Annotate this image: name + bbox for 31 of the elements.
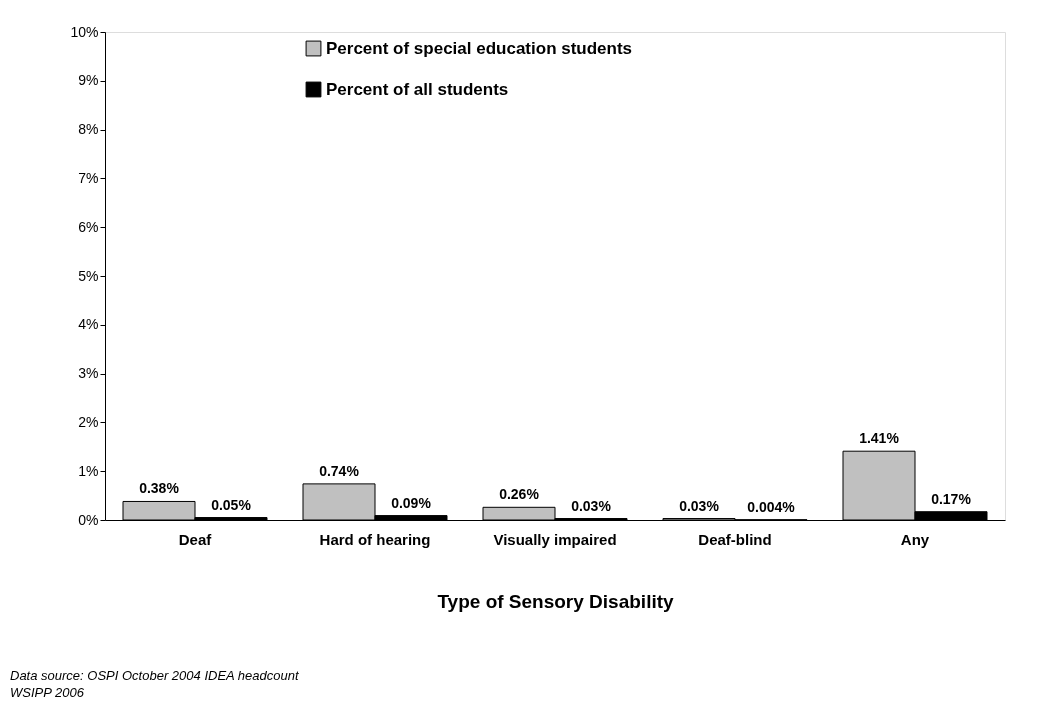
y-tick-label: 4% (78, 316, 99, 333)
x-tick-label: Hard of hearing (319, 530, 431, 548)
y-tick-label: 0% (78, 511, 99, 528)
y-tick-label: 2% (78, 413, 99, 430)
data-label: 0.38% (139, 480, 180, 497)
y-tick-label: 3% (78, 365, 99, 382)
data-label: 0.05% (211, 496, 252, 513)
data-label: 0.03% (571, 497, 612, 514)
x-tick-label: Any (900, 530, 930, 548)
data-label: 0.17% (931, 490, 972, 507)
y-tick-label: 1% (78, 462, 99, 479)
x-tick-label: Deaf-blind (698, 530, 772, 548)
data-label: 0.03% (679, 497, 720, 514)
y-tick-label: 6% (78, 218, 99, 235)
y-tick-label: 8% (78, 121, 99, 138)
y-tick-label: 9% (78, 72, 99, 89)
y-tick-label: 7% (78, 169, 99, 186)
x-tick-label: Deaf (178, 530, 213, 548)
data-label: 0.74% (319, 462, 360, 479)
data-label: 1.41% (859, 430, 900, 447)
text: WSIPP 2006 (10, 685, 85, 700)
y-tick-label: 10% (70, 23, 99, 40)
data-label: 0.09% (391, 494, 432, 511)
source-note: Data source: OSPI October 2004 IDEA headcount (10, 668, 300, 683)
data-label: 0.004% (747, 498, 796, 515)
legend-label: Percent of special education students (326, 38, 633, 58)
x-tick-label: Visually impaired (493, 530, 617, 548)
x-axis-title: Type of Sensory Disability (437, 590, 675, 612)
data-label: 0.26% (499, 486, 540, 503)
y-tick-label: 5% (78, 267, 99, 284)
legend-label: Percent of all students (326, 79, 509, 99)
